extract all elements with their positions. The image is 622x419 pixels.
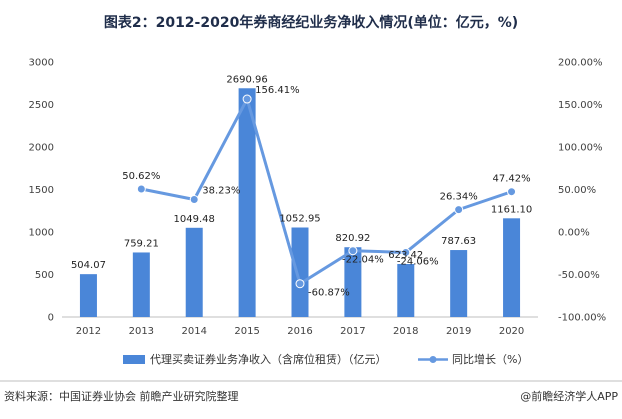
bar	[503, 218, 521, 317]
x-tick-label: 2015	[234, 326, 259, 337]
line-value-label: 26.34%	[440, 192, 478, 203]
x-tick-label: 2014	[181, 326, 206, 337]
legend: 代理买卖证券业务净收入（含席位租赁）（亿元） 同比增长（%）	[123, 352, 528, 366]
bar-value-label: 1161.10	[491, 204, 532, 215]
y-left-tick-label: 2500	[29, 100, 54, 111]
x-tick-label: 2012	[76, 326, 101, 337]
line-point	[348, 246, 358, 256]
y-right-tick-label: 0.00%	[558, 228, 590, 239]
bar-value-label: 787.63	[441, 236, 476, 247]
bar-value-label: 1052.95	[279, 213, 320, 224]
data-labels: 504.07 759.21 1049.48 2690.96 1052.95 820.92 6…	[71, 74, 532, 298]
bar	[185, 227, 203, 317]
brand-mark: @前瞻经济学人APP	[520, 389, 618, 403]
line-value-label: 50.62%	[122, 171, 160, 182]
y-right-tick-label: 100.00%	[558, 143, 603, 154]
bar	[291, 227, 309, 317]
bar	[344, 247, 362, 317]
y-right-tick-label: 200.00%	[558, 58, 603, 69]
y-left-tick-label: 3000	[29, 58, 54, 69]
y-right-tick-label: 50.00%	[558, 185, 596, 196]
line-point	[401, 247, 411, 257]
legend-line-label: 同比增长（%）	[452, 352, 528, 366]
bar	[238, 88, 256, 317]
axes: 0 500 1000 1500 2000 2500 3000 -100.00% -50.00% 0…	[29, 58, 607, 338]
bar	[397, 264, 415, 317]
line-point	[454, 205, 464, 215]
bar-value-label: 2690.96	[226, 74, 267, 85]
bar	[79, 274, 97, 317]
y-left-tick-label: 0	[48, 313, 54, 324]
bar	[450, 250, 468, 317]
bar	[132, 252, 150, 317]
bar-value-label: 1049.48	[174, 214, 215, 225]
y-right-tick-label: 150.00%	[558, 100, 603, 111]
growth-line	[136, 94, 517, 289]
x-tick-label: 2016	[287, 326, 312, 337]
y-left-tick-label: 1000	[29, 228, 54, 239]
growth-line-path	[141, 97, 513, 286]
line-value-label: 38.23%	[202, 186, 240, 197]
bar-value-label: 623.42	[388, 250, 423, 261]
y-left-tick-label: 1500	[29, 185, 54, 196]
bar-value-label: 759.21	[124, 238, 159, 249]
bar-value-label: 820.92	[335, 233, 370, 244]
line-point	[295, 279, 305, 289]
line-value-label: -22.04%	[342, 255, 384, 266]
chart-title: 图表2：2012-2020年券商经纪业务净收入情况(单位：亿元，%)	[104, 14, 518, 31]
x-tick-label: 2017	[340, 326, 365, 337]
line-value-label: 47.42%	[492, 174, 530, 185]
line-point	[189, 195, 199, 205]
y-right-tick-label: -50.00%	[558, 270, 600, 281]
x-tick-label: 2018	[393, 326, 418, 337]
bar-value-label: 504.07	[71, 260, 106, 271]
legend-line-marker	[429, 356, 437, 363]
line-point	[242, 94, 252, 104]
y-left-tick-label: 2000	[29, 143, 54, 154]
y-right-tick-label: -100.00%	[558, 313, 606, 324]
line-point	[507, 187, 517, 197]
line-value-label: -60.87%	[308, 288, 350, 299]
line-point	[136, 184, 146, 194]
line-value-label: 156.41%	[255, 85, 300, 96]
legend-bar-label: 代理买卖证券业务净收入（含席位租赁）（亿元）	[150, 352, 387, 366]
x-tick-label: 2020	[499, 326, 524, 337]
source-note: 资料来源：中国证券业协会 前瞻产业研究院整理	[4, 389, 239, 403]
line-value-label: -24.06%	[397, 256, 439, 267]
y-left-tick-label: 500	[35, 270, 54, 281]
x-tick-label: 2013	[129, 326, 154, 337]
legend-bar-swatch	[123, 355, 145, 364]
bars	[79, 88, 521, 317]
x-tick-label: 2019	[446, 326, 471, 337]
